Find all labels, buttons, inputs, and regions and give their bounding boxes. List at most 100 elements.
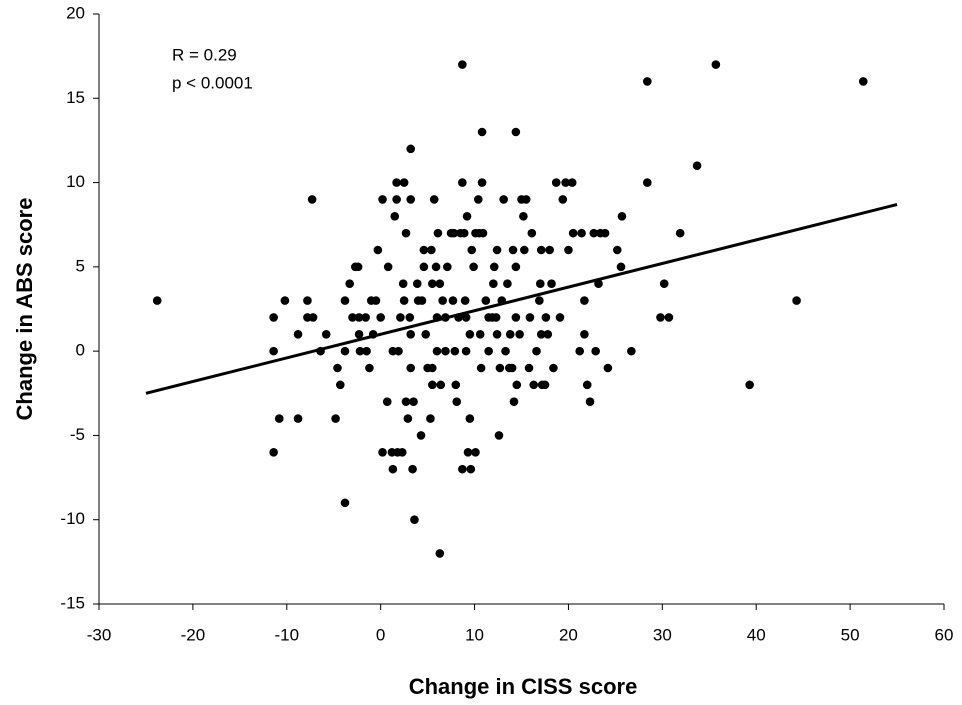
point xyxy=(353,262,363,272)
point xyxy=(532,346,541,356)
point xyxy=(406,144,416,154)
point xyxy=(520,245,529,255)
point xyxy=(489,279,498,289)
point xyxy=(426,414,435,423)
point xyxy=(293,414,303,423)
point xyxy=(477,178,487,187)
point xyxy=(348,313,357,322)
point xyxy=(365,363,374,373)
x-tick-label: -20 xyxy=(181,625,206,644)
point xyxy=(449,228,459,238)
point xyxy=(345,279,354,289)
point xyxy=(431,262,441,272)
point xyxy=(376,313,385,322)
point xyxy=(467,245,477,255)
point xyxy=(561,178,570,187)
point xyxy=(438,296,447,305)
point xyxy=(495,363,505,373)
point xyxy=(269,346,278,356)
point xyxy=(466,464,476,474)
point xyxy=(519,211,528,221)
point xyxy=(463,447,473,457)
point xyxy=(435,279,445,289)
point xyxy=(452,397,462,407)
point xyxy=(643,178,652,187)
point xyxy=(509,397,519,407)
point xyxy=(333,363,342,373)
point xyxy=(399,296,409,305)
point xyxy=(484,346,493,356)
point xyxy=(612,245,622,255)
point xyxy=(433,228,443,238)
point xyxy=(555,313,565,322)
point xyxy=(549,363,558,373)
point xyxy=(410,515,419,525)
point xyxy=(429,195,439,204)
point xyxy=(616,262,626,272)
point xyxy=(450,346,460,356)
point xyxy=(508,245,518,255)
x-tick-label: -10 xyxy=(274,625,299,644)
point xyxy=(412,279,422,289)
annotation: R = 0.29 xyxy=(172,45,237,64)
x-tick-label: 20 xyxy=(559,625,578,644)
x-tick-label: 10 xyxy=(465,625,484,644)
point xyxy=(373,245,383,255)
point xyxy=(465,414,475,423)
point xyxy=(501,346,510,356)
point xyxy=(340,498,350,508)
point xyxy=(392,195,401,204)
point xyxy=(535,296,544,305)
point xyxy=(591,346,600,356)
point xyxy=(382,397,392,407)
point xyxy=(477,127,487,137)
point xyxy=(465,329,475,339)
x-tick-label: 0 xyxy=(376,625,385,644)
point xyxy=(478,228,488,238)
point xyxy=(643,77,652,86)
point xyxy=(527,228,537,238)
point xyxy=(568,228,578,238)
point xyxy=(378,447,387,457)
point xyxy=(462,211,472,221)
point xyxy=(580,329,589,339)
point xyxy=(577,228,586,238)
point xyxy=(589,228,599,238)
point xyxy=(582,380,592,390)
point xyxy=(451,380,461,390)
point xyxy=(476,363,486,373)
point xyxy=(441,346,450,356)
point xyxy=(525,313,535,322)
point xyxy=(664,313,674,322)
point xyxy=(461,313,471,322)
x-axis-title: Change in CISS score xyxy=(409,674,638,699)
point xyxy=(269,313,278,322)
point xyxy=(394,346,403,356)
point xyxy=(512,380,522,390)
point xyxy=(354,329,364,339)
point xyxy=(524,363,534,373)
point xyxy=(371,296,381,305)
point xyxy=(491,313,501,322)
point xyxy=(600,228,610,238)
point xyxy=(388,464,398,474)
point xyxy=(416,431,426,440)
point xyxy=(792,296,801,305)
point xyxy=(656,313,665,322)
point xyxy=(403,414,413,423)
point xyxy=(505,329,515,339)
point xyxy=(274,414,284,423)
point xyxy=(362,346,371,356)
y-tick-label: 10 xyxy=(66,172,85,191)
y-axis-title: Change in ABS score xyxy=(12,198,37,421)
point xyxy=(308,313,318,322)
y-tick-label: 5 xyxy=(76,256,85,275)
point xyxy=(481,296,491,305)
point xyxy=(551,178,561,187)
point xyxy=(536,245,546,255)
point xyxy=(428,380,437,390)
point xyxy=(499,195,508,204)
point xyxy=(421,329,431,339)
point xyxy=(419,245,429,255)
point xyxy=(321,329,331,339)
